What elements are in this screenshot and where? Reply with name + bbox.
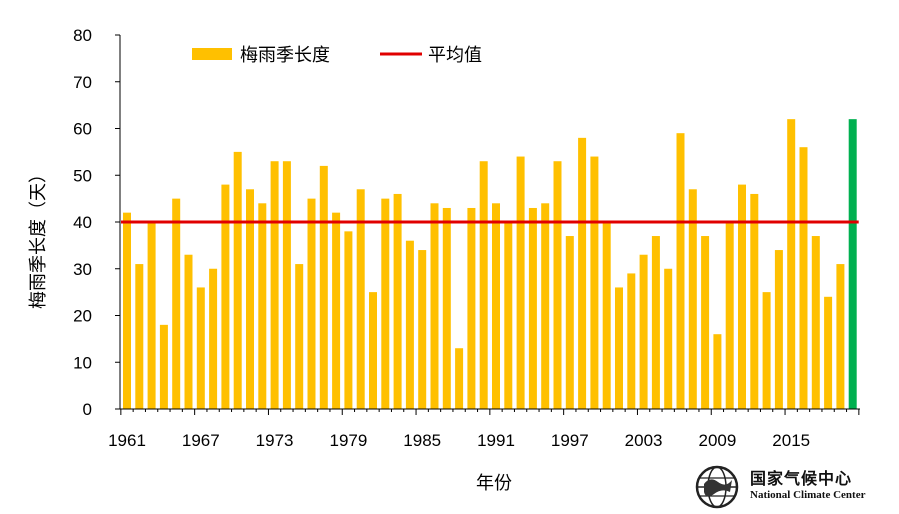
bar-1969 <box>221 184 230 409</box>
y-tick-label: 40 <box>73 213 92 232</box>
bar-1994 <box>528 207 537 409</box>
bar-1992 <box>504 222 513 409</box>
x-tick-label: 1997 <box>551 431 589 450</box>
bar-1997 <box>565 236 574 409</box>
y-tick-label: 70 <box>73 73 92 92</box>
bar-1996 <box>553 161 562 409</box>
bar-1990 <box>479 161 488 409</box>
bar-1963 <box>147 222 156 409</box>
bar-2016 <box>799 147 808 409</box>
bar-1961 <box>123 212 131 409</box>
bar-2020 <box>848 119 857 410</box>
bar-1983 <box>393 193 402 409</box>
x-tick-label: 2009 <box>698 431 736 450</box>
bar-1989 <box>467 207 476 409</box>
bar-1987 <box>442 207 451 409</box>
x-tick-label: 1961 <box>108 431 146 450</box>
y-tick-label: 10 <box>73 353 92 372</box>
x-tick-label: 1973 <box>256 431 294 450</box>
ncc-emblem-icon <box>695 465 739 509</box>
bar-1988 <box>455 348 464 409</box>
x-tick-label: 1967 <box>182 431 220 450</box>
bar-1979 <box>344 231 353 409</box>
bar-1970 <box>233 151 242 410</box>
bar-1971 <box>246 189 254 409</box>
bar-2000 <box>602 222 611 409</box>
bar-2007 <box>688 189 697 409</box>
bar-1993 <box>516 156 525 409</box>
bar-1964 <box>159 324 168 409</box>
x-ticks: 1961 1967 1973 1979 1985 1991 1997 2003 2009 2015 <box>108 409 860 450</box>
bar-1985 <box>418 250 427 409</box>
y-tick-label: 50 <box>73 166 92 185</box>
bar-1998 <box>578 137 587 409</box>
y-axis-title: 梅雨季长度（天） <box>28 165 49 309</box>
bar-2009 <box>713 334 722 409</box>
bar-2013 <box>762 292 771 410</box>
bar-1965 <box>172 198 181 410</box>
y-tick-label: 60 <box>73 120 92 139</box>
bar-1986 <box>430 203 439 409</box>
bar-2004 <box>651 236 660 409</box>
bar-1999 <box>590 156 599 409</box>
bar-1976 <box>307 198 316 410</box>
x-tick-label: 1991 <box>477 431 515 450</box>
bar-1974 <box>282 161 291 409</box>
x-tick-label: 2015 <box>772 431 810 450</box>
bar-1982 <box>381 198 390 410</box>
bar-1966 <box>184 254 193 409</box>
ncc-name-cn: 国家气候中心 <box>750 469 853 488</box>
bar-2019 <box>836 264 845 409</box>
bar-1977 <box>319 165 328 409</box>
bar-1973 <box>270 161 279 409</box>
bar-1981 <box>369 292 377 410</box>
bar-2008 <box>701 236 710 409</box>
bar-2012 <box>750 193 759 409</box>
bars-group <box>123 119 857 410</box>
legend: 梅雨季长度 平均值 <box>192 45 482 66</box>
bar-1978 <box>332 212 341 409</box>
y-tick-label: 20 <box>73 307 92 326</box>
legend-bar-swatch <box>192 48 232 60</box>
bar-2003 <box>639 254 648 409</box>
legend-bar-label: 梅雨季长度 <box>240 45 330 66</box>
bar-1980 <box>356 189 365 409</box>
legend-line-label: 平均值 <box>428 45 482 66</box>
x-tick-label: 1979 <box>329 431 367 450</box>
bar-2018 <box>824 296 833 409</box>
bar-1972 <box>258 203 267 409</box>
bar-1991 <box>492 203 500 409</box>
ncc-logo: 国家气候中心 National Climate Center <box>694 464 894 510</box>
bar-2005 <box>664 268 673 409</box>
bar-1967 <box>196 287 205 409</box>
ncc-name-en: National Climate Center <box>750 489 866 501</box>
x-tick-label: 1985 <box>403 431 441 450</box>
bar-2017 <box>811 236 820 409</box>
y-tick-label: 0 <box>83 400 92 419</box>
x-tick-label: 2003 <box>625 431 663 450</box>
bar-2015 <box>787 119 796 410</box>
bar-1962 <box>135 264 144 409</box>
bar-1968 <box>209 268 218 409</box>
bar-2011 <box>738 184 746 409</box>
bar-2006 <box>676 133 685 409</box>
bar-2002 <box>627 273 636 409</box>
bar-1995 <box>541 203 550 409</box>
bar-2010 <box>725 222 734 409</box>
bar-2014 <box>774 250 783 409</box>
bar-2001 <box>615 287 623 409</box>
y-tick-label: 30 <box>73 260 92 279</box>
bar-1975 <box>295 264 304 409</box>
x-axis-title: 年份 <box>476 473 512 494</box>
bar-1984 <box>405 240 414 409</box>
y-tick-label: 80 <box>73 26 92 45</box>
y-ticks: 0 10 20 30 40 50 60 70 80 <box>73 26 120 419</box>
